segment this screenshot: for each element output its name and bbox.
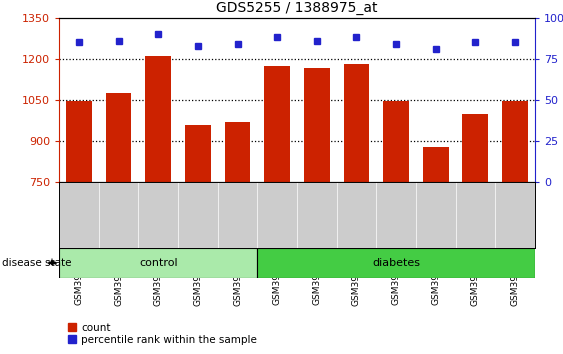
Bar (383, 101, 409, 354)
Bar (225, 122, 251, 354)
Bar (257, 248, 535, 278)
Bar (66, 101, 92, 354)
Title: GDS5255 / 1388975_at: GDS5255 / 1388975_at (216, 1, 378, 15)
Bar (106, 93, 132, 354)
Text: diabetes: diabetes (372, 258, 420, 268)
Bar (462, 114, 488, 354)
Bar (502, 101, 528, 354)
Text: disease state: disease state (2, 258, 71, 268)
Bar (185, 125, 211, 354)
Bar (343, 64, 369, 354)
Bar (145, 56, 171, 354)
Legend: count, percentile rank within the sample: count, percentile rank within the sample (64, 318, 261, 349)
Bar (423, 147, 449, 354)
Text: control: control (139, 258, 177, 268)
Bar (304, 68, 330, 354)
Bar (59, 248, 257, 278)
Bar (264, 66, 290, 354)
